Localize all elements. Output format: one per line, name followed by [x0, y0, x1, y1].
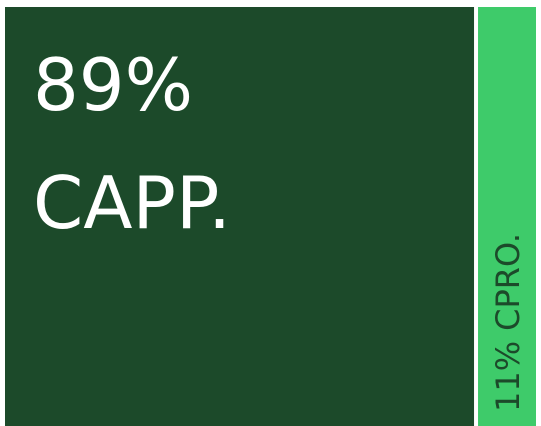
tile-category-label: CPRO.	[489, 233, 527, 331]
tile-label: 11% CPRO.	[489, 233, 527, 412]
tile-value-label: 89%	[33, 43, 193, 127]
tile-category-label: CAPP.	[33, 161, 231, 245]
tile	[5, 7, 475, 426]
tile-value-label: 11%	[489, 341, 527, 412]
tile	[478, 7, 536, 426]
